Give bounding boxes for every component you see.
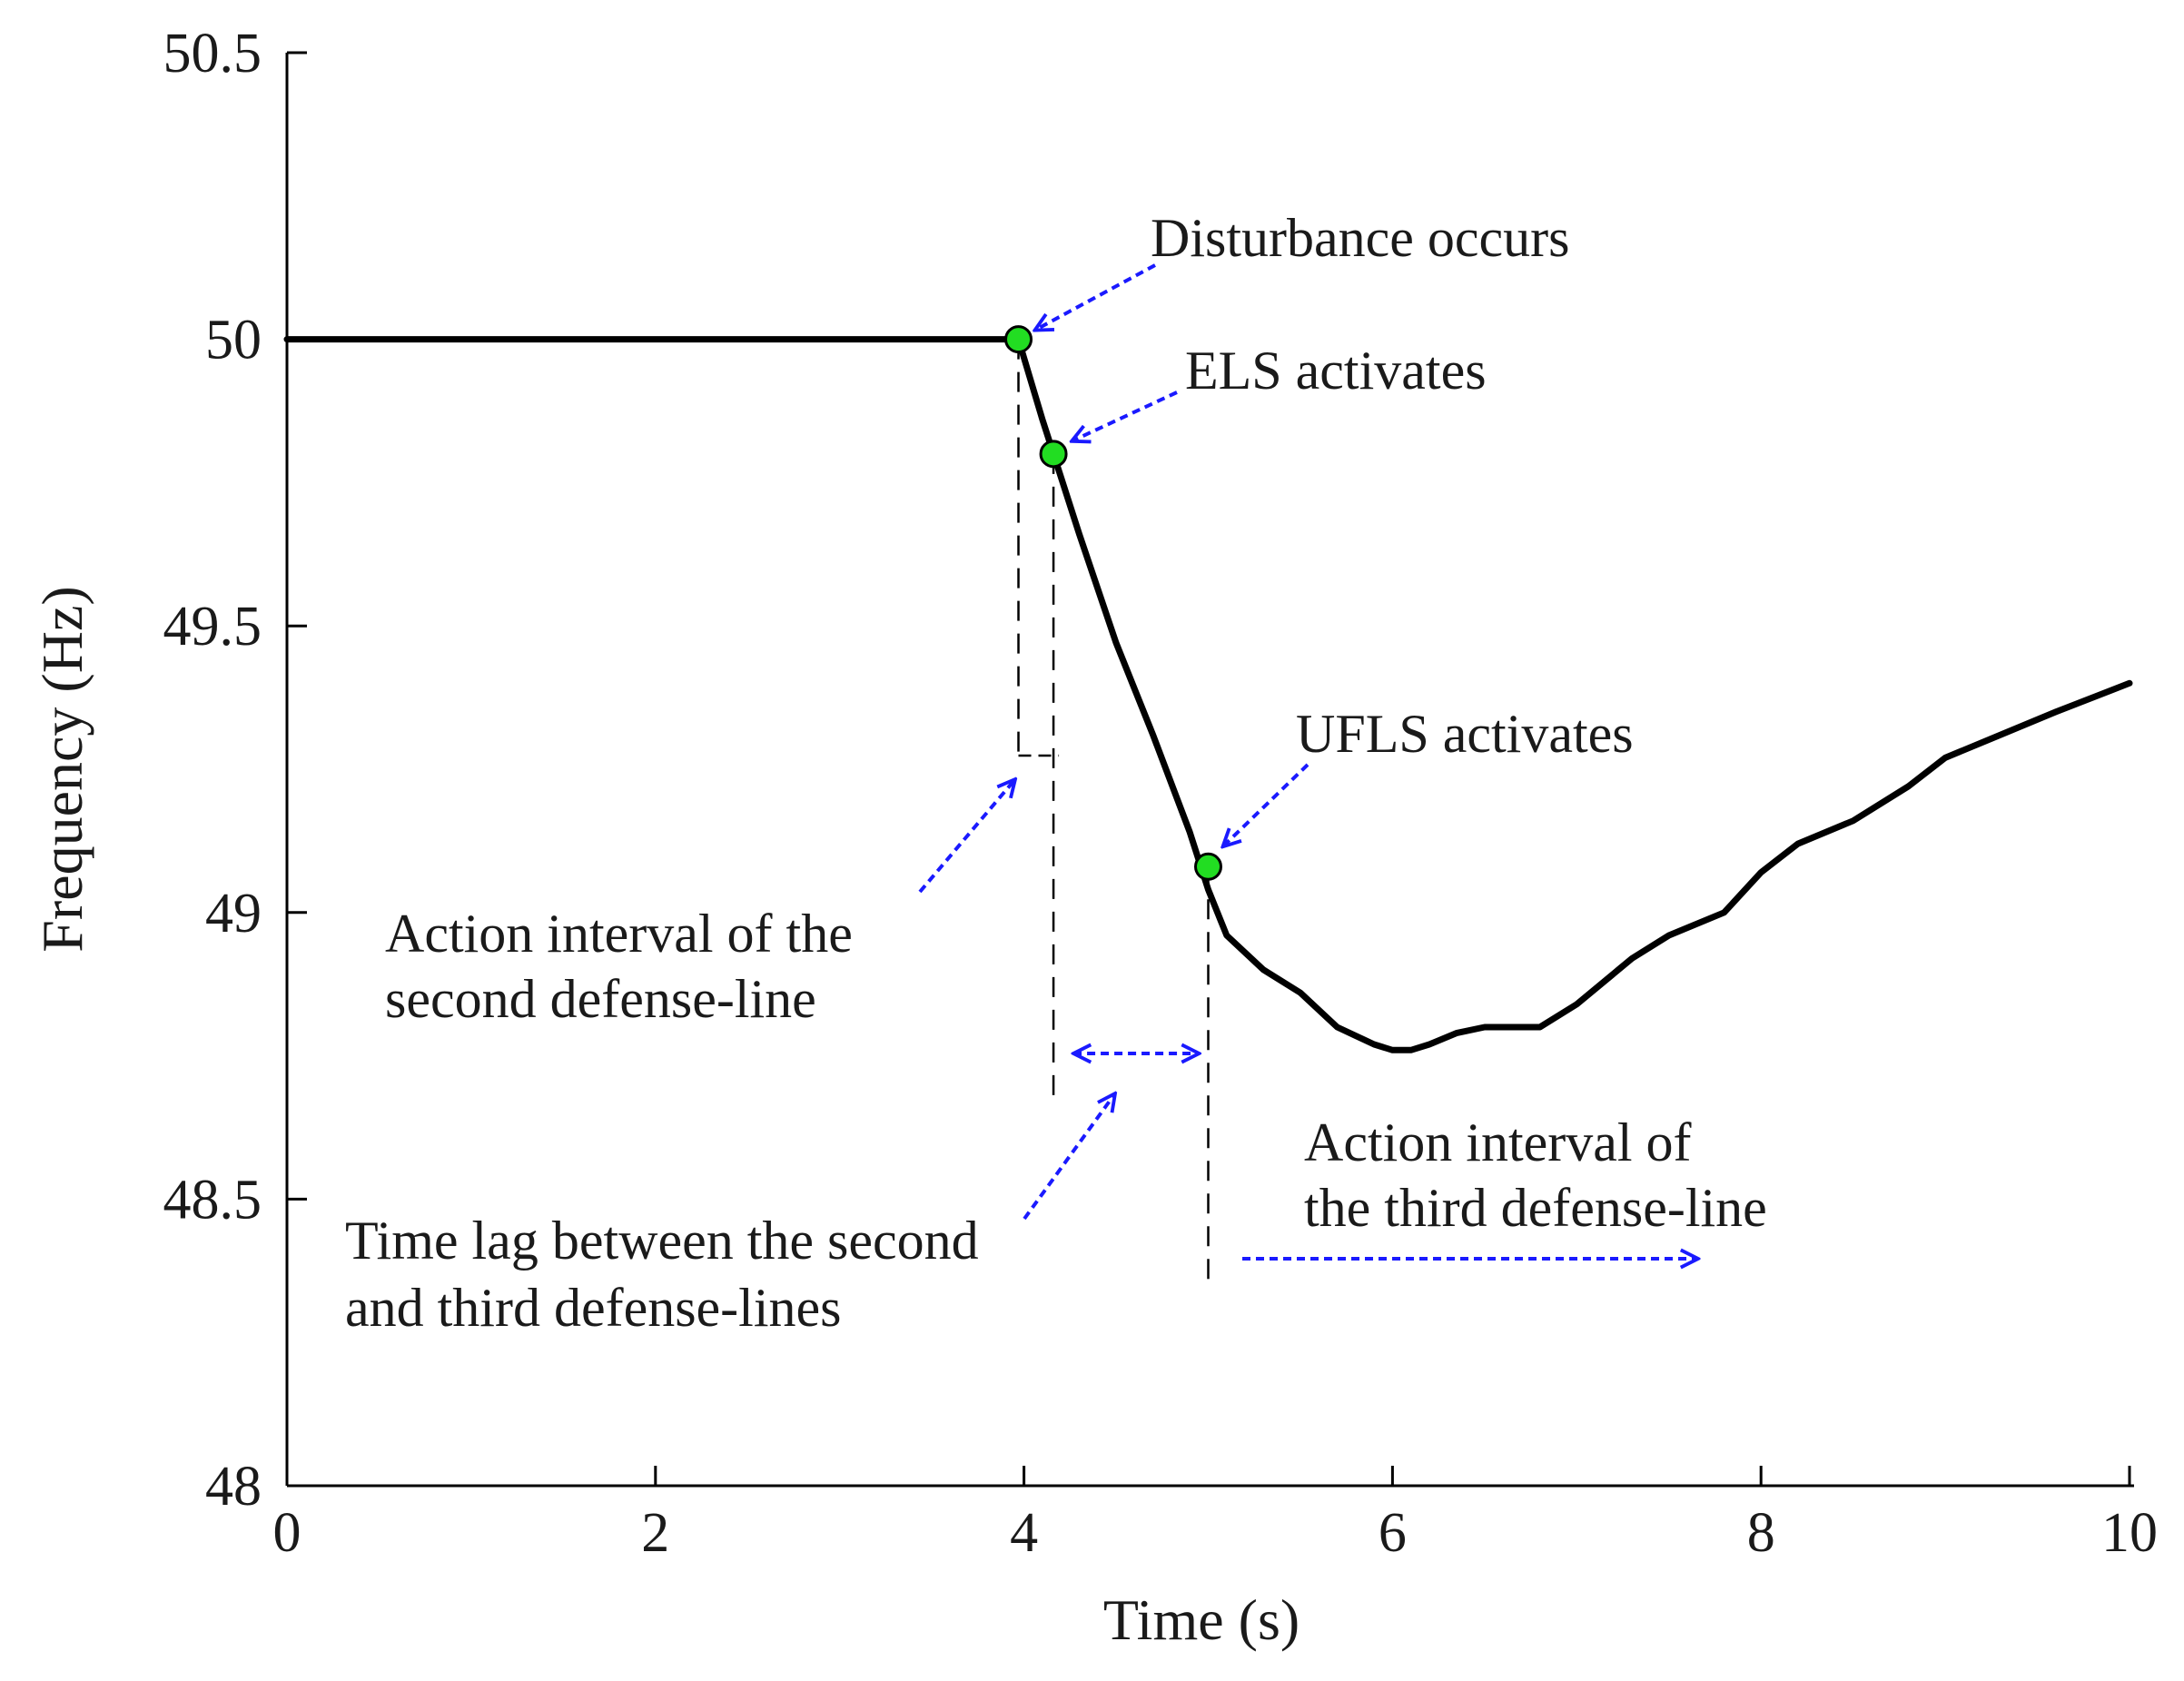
x-tick-label: 0 — [273, 1502, 301, 1564]
arrow-els — [1072, 391, 1178, 441]
event-marker — [1039, 440, 1068, 469]
x-tick-label: 6 — [1379, 1502, 1407, 1564]
event-marker — [1194, 852, 1222, 881]
annotation-third-line-1: Action interval of — [1304, 1112, 1692, 1172]
y-tick-label: 50 — [205, 310, 262, 371]
x-ticks: 0 2 4 6 8 10 — [273, 1466, 2158, 1564]
x-tick-label: 4 — [1010, 1502, 1038, 1564]
y-tick-label: 48 — [205, 1456, 262, 1518]
annotation-second-line-1: Action interval of the — [385, 904, 853, 964]
arrow-second-line — [918, 779, 1015, 894]
event-label-els: ELS activates — [1185, 341, 1487, 400]
x-tick-label: 2 — [641, 1502, 669, 1564]
event-label-ufls: UFLS activates — [1296, 704, 1634, 764]
event-marker — [1004, 325, 1033, 354]
arrow-disturbance — [1035, 263, 1156, 331]
arrow-time-lag — [1023, 1093, 1115, 1221]
y-tick-label: 49.5 — [163, 596, 262, 658]
annotation-third-line-2: the third defense-line — [1304, 1178, 1767, 1238]
annotation-arrows — [918, 263, 1698, 1259]
event-markers — [1004, 325, 1222, 881]
y-tick-label: 50.5 — [163, 23, 262, 84]
event-guides — [1017, 339, 1210, 1288]
y-axis-label: Frequency (Hz) — [30, 586, 94, 952]
frequency-series-line — [283, 336, 2133, 1053]
arrow-ufls — [1223, 763, 1309, 846]
annotation-time-lag-2: and third defense-lines — [345, 1278, 841, 1338]
annotation-time-lag-1: Time lag between the second — [345, 1211, 979, 1271]
annotation-second-line-2: second defense-line — [385, 969, 816, 1029]
y-tick-label: 48.5 — [163, 1169, 262, 1231]
x-tick-label: 8 — [1747, 1502, 1775, 1564]
y-tick-label: 49 — [205, 883, 262, 944]
y-ticks: 48 48.5 49 49.5 50 50.5 — [163, 23, 307, 1518]
x-tick-label: 10 — [2101, 1502, 2158, 1564]
event-label-disturbance: Disturbance occurs — [1151, 208, 1569, 268]
x-axis-label: Time (s) — [1103, 1587, 1300, 1652]
